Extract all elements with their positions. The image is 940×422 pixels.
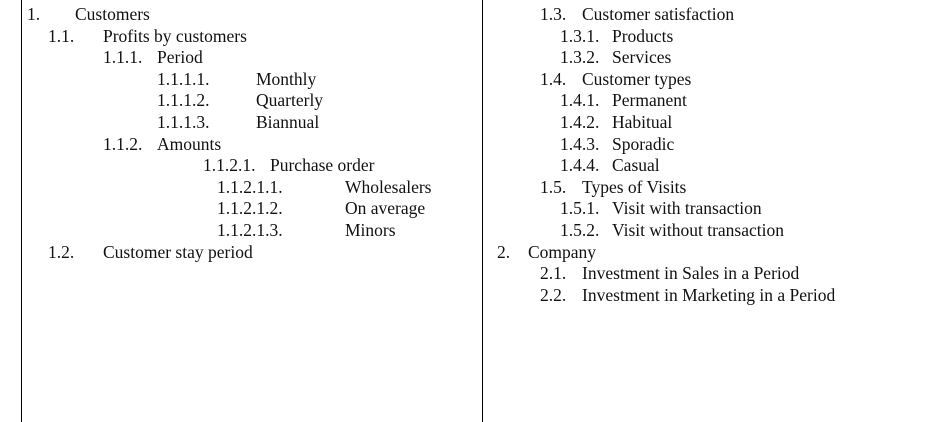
list-item: 1.3. Customer satisfaction <box>482 3 938 25</box>
list-item: 1.1.2. Amounts <box>21 133 482 155</box>
item-text: Amounts <box>157 133 222 154</box>
item-text: Visit without transaction <box>612 220 784 240</box>
list-item: 1.4. Customer types <box>482 68 938 90</box>
item-text: On average <box>345 198 426 219</box>
list-item: 1.4.2. Habitual <box>482 111 938 133</box>
list-item: 1.1.1.3. Biannual <box>21 111 482 133</box>
item-text: Visit with transaction <box>612 198 762 219</box>
item-number: 1.4. <box>540 68 567 89</box>
item-text: Monthly <box>256 68 317 89</box>
list-item: 1.1.2.1.3. Minors <box>21 219 482 241</box>
column: 1. Customers 1.1. Profits by customers 1.1.1… <box>21 0 482 422</box>
list-item: 1.4.4. Casual <box>482 154 938 176</box>
item-number: 1.1.1.2. <box>157 90 210 111</box>
item-number: 1.4.3. <box>560 133 600 154</box>
item-text: Permanent <box>612 90 687 111</box>
item-number: 1. <box>27 4 41 24</box>
item-text: Investment in Sales in a Period <box>582 263 800 284</box>
list-item: 2.1. Investment in Sales in a Period <box>482 262 938 284</box>
item-text: Customers <box>75 4 150 24</box>
item-number: 1.3.1. <box>560 25 600 46</box>
list-item: 2. Company <box>482 241 938 263</box>
item-text: Casual <box>612 155 660 176</box>
list-item: 1.1.2.1. Purchase order <box>21 154 482 176</box>
table-border <box>21 0 22 422</box>
item-text: Sporadic <box>612 133 675 154</box>
column: 1.3. Customer satisfaction 1.3.1. Products 1… <box>482 0 938 422</box>
list-item: 1.5.2. Visit without transaction <box>482 219 938 241</box>
list-item: 1.1.1. Period <box>21 46 482 68</box>
item-text: Investment in Marketing in a Period <box>582 284 836 305</box>
item-number: 2.2. <box>540 284 567 305</box>
item-text: Purchase order <box>270 155 375 176</box>
list-item: 1.4.1. Permanent <box>482 89 938 111</box>
item-text: Types of Visits <box>582 176 687 197</box>
item-number: 1.1.2.1. <box>203 155 256 176</box>
item-text: Customer satisfaction <box>582 4 735 24</box>
list-item: 1.5. Types of Visits <box>482 176 938 198</box>
item-text: Customer types <box>582 68 692 89</box>
item-number: 1.1.2.1.2. <box>217 198 283 219</box>
item-number: 1.2. <box>48 241 75 262</box>
list-item: 2.2. Investment in Marketing in a Period <box>482 284 938 306</box>
list-item: 1.1.2.1.1. Wholesalers <box>21 176 482 198</box>
item-number: 1.4.4. <box>560 155 600 176</box>
item-number: 1.4.2. <box>560 112 600 132</box>
item-number: 1.1.1.1. <box>157 68 210 89</box>
item-number: 1.1.1.3. <box>157 112 210 132</box>
item-number: 1.1.2.1.1. <box>217 176 283 197</box>
list-item: 1.1.1.2. Quarterly <box>21 89 482 111</box>
item-number: 2.1. <box>540 263 567 284</box>
item-number: 1.1.2.1.3. <box>217 220 283 240</box>
list-item: 1.1.1.1. Monthly <box>21 68 482 90</box>
list-item: 1.1. Profits by customers <box>21 25 482 47</box>
list-item: 1.5.1. Visit with transaction <box>482 197 938 219</box>
item-text: Profits by customers <box>103 25 247 46</box>
item-text: Wholesalers <box>345 176 432 197</box>
item-text: Products <box>612 25 674 46</box>
list-item: 1.4.3. Sporadic <box>482 133 938 155</box>
item-number: 1.1.1. <box>103 47 143 68</box>
item-number: 1.5.1. <box>560 198 600 219</box>
item-number: 1.3. <box>540 4 567 24</box>
list-item: 1.3.1. Products <box>482 25 938 47</box>
list-item: 1.1.2.1.2. On average <box>21 197 482 219</box>
item-text: Biannual <box>256 112 320 132</box>
item-text: Company <box>528 241 597 262</box>
item-text: Customer stay period <box>103 241 253 262</box>
item-text: Quarterly <box>256 90 324 111</box>
item-number: 1.3.2. <box>560 47 600 68</box>
item-text: Habitual <box>612 112 673 132</box>
item-text: Services <box>612 47 672 68</box>
item-text: Minors <box>345 220 396 240</box>
list-item: 1.3.2. Services <box>482 46 938 68</box>
item-number: 1.1. <box>48 25 75 46</box>
item-text: Period <box>157 47 203 68</box>
item-number: 1.1.2. <box>103 133 143 154</box>
item-number: 1.5.2. <box>560 220 600 240</box>
item-number: 2. <box>497 241 511 262</box>
item-number: 1.5. <box>540 176 567 197</box>
list-item: 1.2. Customer stay period <box>21 241 482 263</box>
list-item: 1. Customers <box>21 3 482 25</box>
table-border <box>482 0 483 422</box>
item-number: 1.4.1. <box>560 90 600 111</box>
